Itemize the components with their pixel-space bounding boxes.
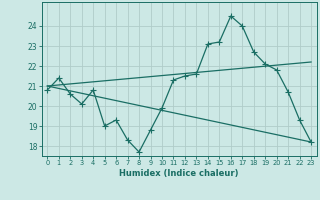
X-axis label: Humidex (Indice chaleur): Humidex (Indice chaleur) — [119, 169, 239, 178]
